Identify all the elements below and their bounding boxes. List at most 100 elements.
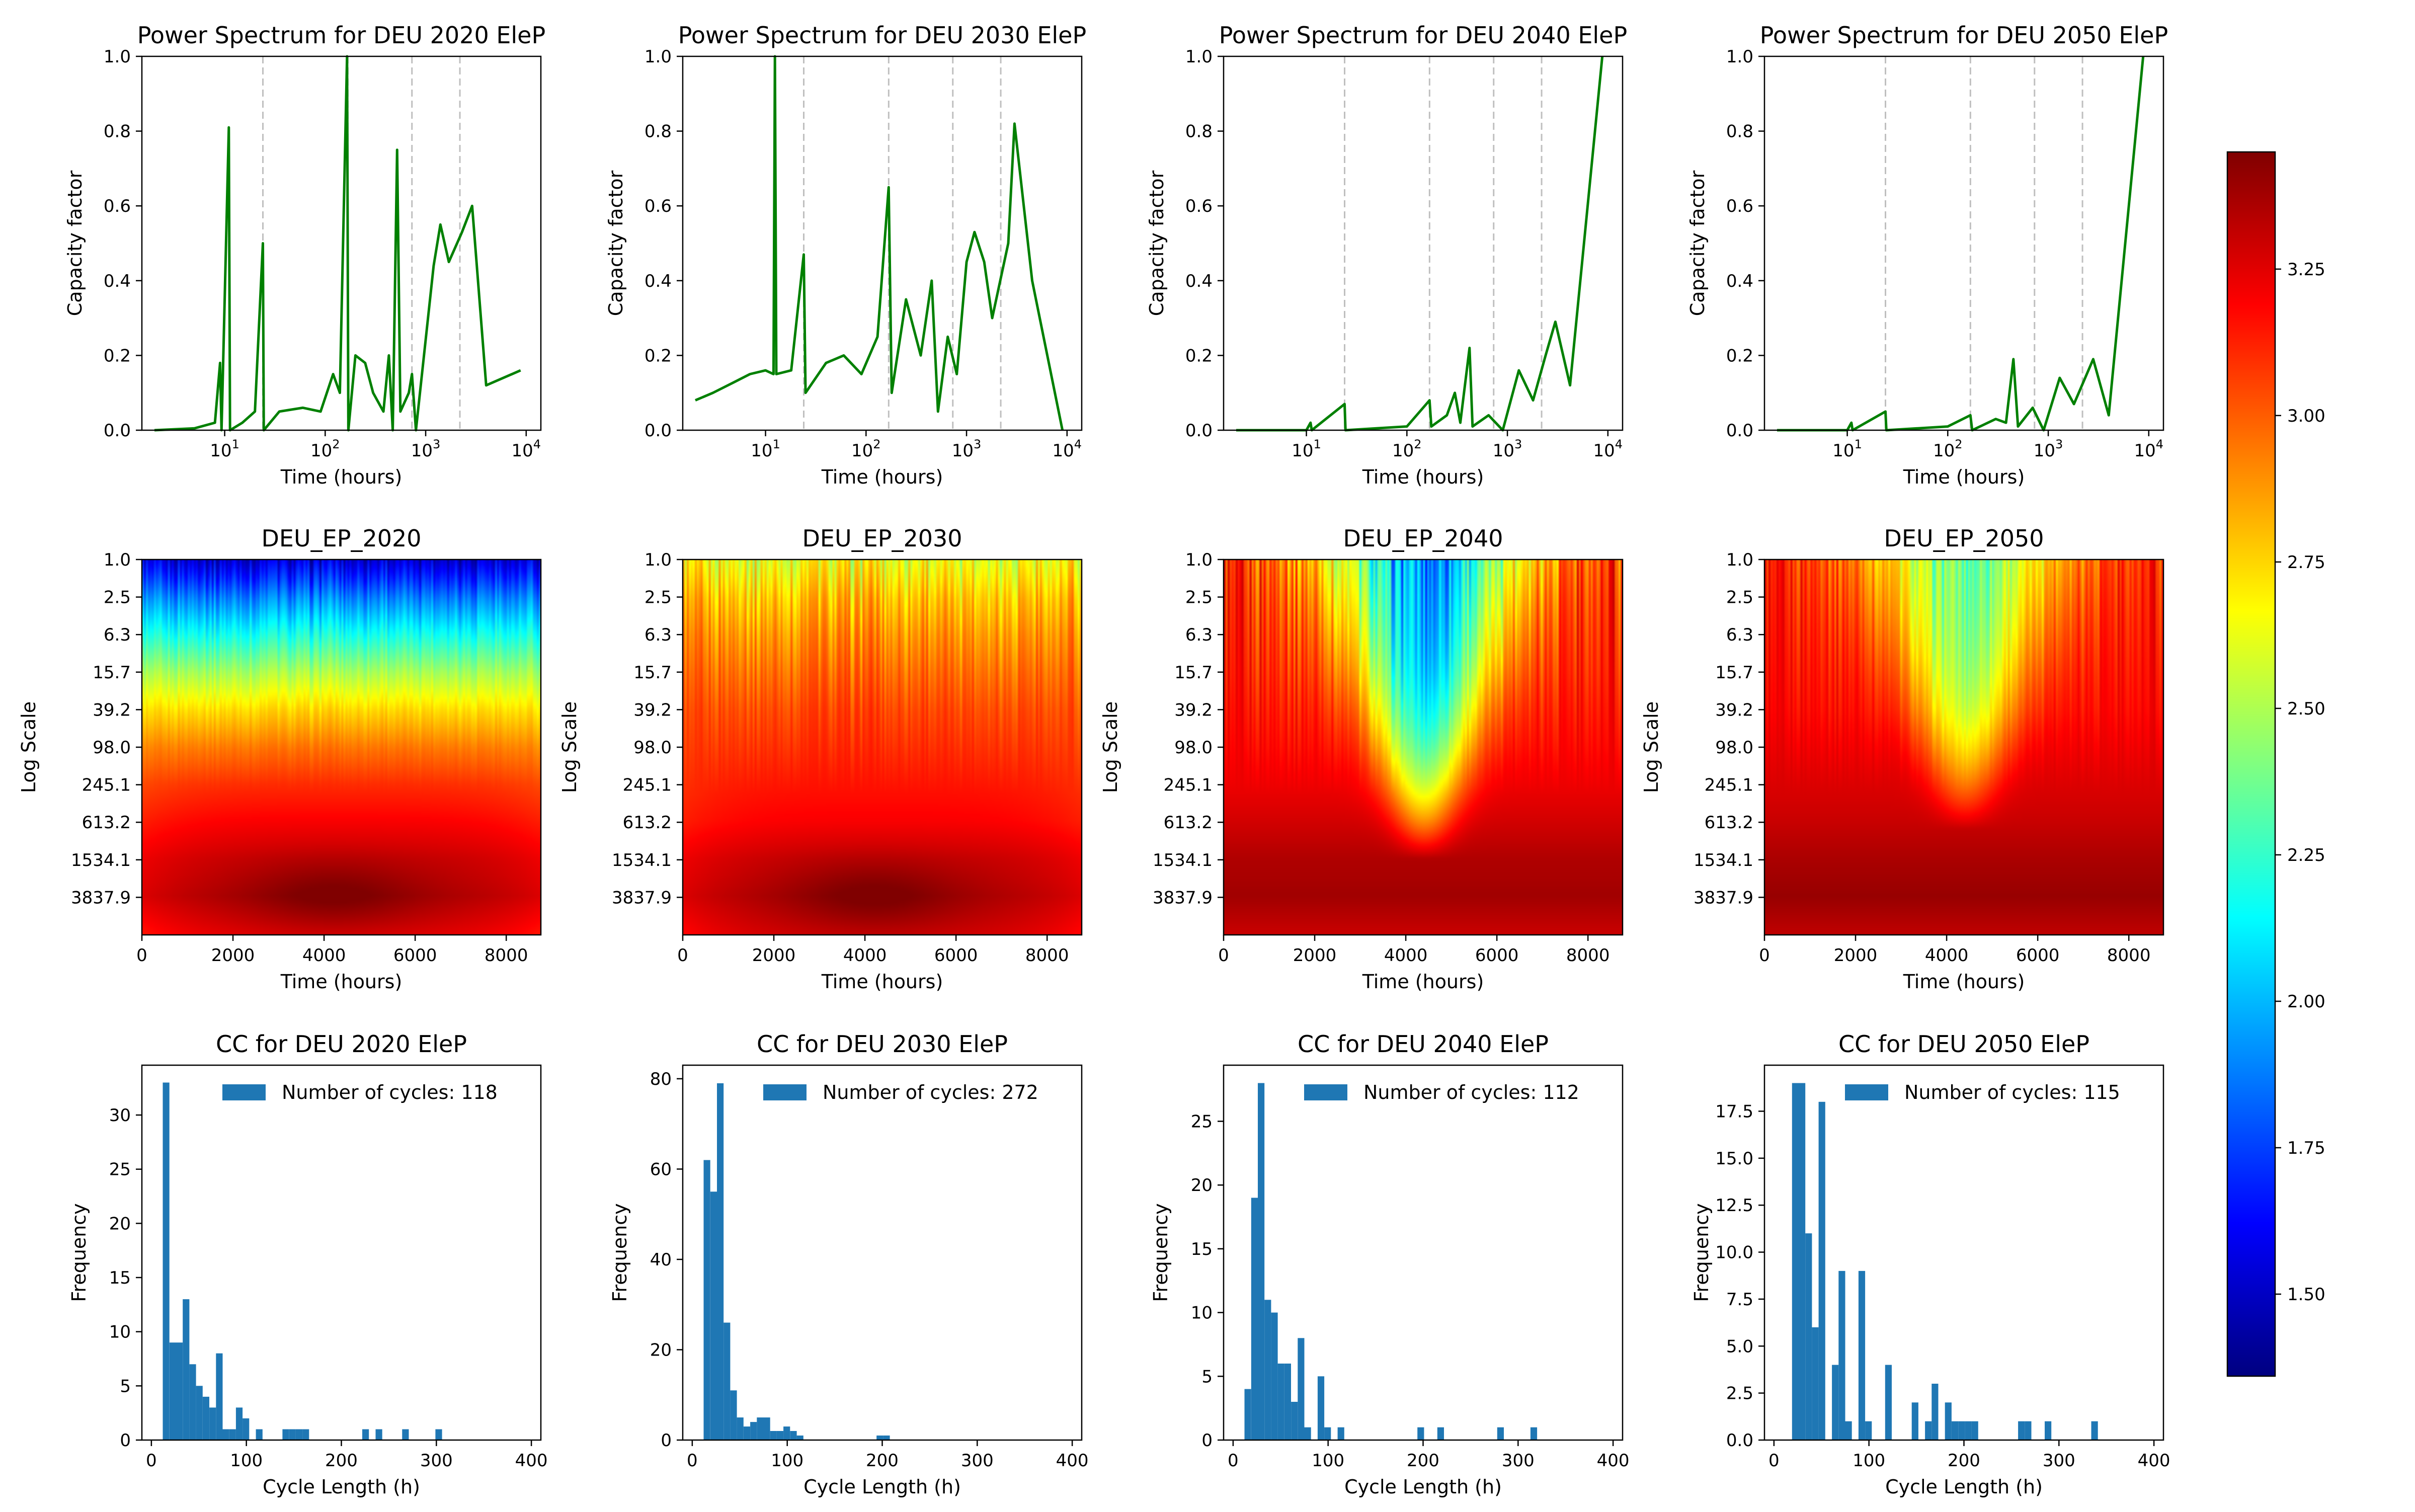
histogram-bar [1324, 1427, 1331, 1440]
histogram-bar [1952, 1421, 1959, 1440]
y-tick-label: 613.2 [1705, 813, 1753, 833]
axes-frame [682, 1064, 1083, 1441]
x-tick-label: 104 [1593, 437, 1623, 461]
y-tick-label: 10.0 [1715, 1243, 1753, 1263]
chart-title: Power Spectrum for DEU 2050 EleP [1760, 22, 2168, 49]
x-tick-label: 103 [411, 437, 441, 461]
axes-frame [141, 55, 542, 431]
histogram-bar [730, 1390, 737, 1440]
y-tick-label: 0.2 [1726, 346, 1753, 366]
y-tick-label: 39.2 [633, 700, 672, 720]
histogram-bar [710, 1191, 717, 1440]
spectrum-line [154, 55, 521, 432]
y-tick-label: 15 [109, 1268, 131, 1288]
y-tick-label: 10 [109, 1322, 131, 1342]
histogram-bar [1317, 1376, 1325, 1440]
x-tick-label: 8000 [1566, 945, 1610, 966]
y-tick-label: 0.4 [1726, 271, 1753, 291]
x-axis-label: Time (hours) [821, 971, 943, 993]
histogram-bar [1244, 1389, 1251, 1440]
y-tick-label: 3837.9 [71, 888, 131, 908]
x-tick-label: 0 [687, 1451, 698, 1471]
histogram-bar [1277, 1364, 1284, 1440]
legend-swatch [763, 1084, 807, 1100]
x-tick-label: 0 [136, 945, 147, 966]
scalogram-panel-2: 0 2000 4000 6000 8000 1.0 2.5 6.3 15.7 39.2 98.0 24… [558, 525, 1083, 993]
x-tick-label: 8000 [1025, 945, 1069, 966]
x-tick-label: 103 [952, 437, 982, 461]
y-tick-label: 2.5 [645, 588, 672, 608]
y-tick-label: 30 [109, 1105, 131, 1126]
y-axis-label: Frequency [609, 1203, 631, 1302]
y-tick-label: 5 [1201, 1367, 1213, 1387]
x-tick-label: 103 [2034, 437, 2063, 461]
y-tick-label: 25 [1191, 1111, 1213, 1132]
x-tick-label: 300 [420, 1451, 453, 1471]
scalogram-panel-3: 0 2000 4000 6000 8000 1.0 2.5 6.3 15.7 39.2 98.0 24… [1099, 525, 1624, 993]
y-tick-label: 6.3 [104, 625, 131, 645]
x-axis-label: Cycle Length (h) [1344, 1476, 1502, 1498]
histogram-bar [783, 1426, 790, 1440]
y-tick-label: 20 [650, 1340, 672, 1360]
y-tick-label: 3837.9 [1694, 888, 1753, 908]
y-tick-label: 1534.1 [612, 850, 672, 870]
histogram-bar [243, 1418, 250, 1440]
histogram-bar [1845, 1421, 1852, 1440]
x-tick-label: 200 [325, 1451, 358, 1471]
x-axis-label: Time (hours) [1362, 466, 1484, 488]
y-tick-label: 3837.9 [612, 888, 672, 908]
y-tick-label: 0.6 [645, 196, 672, 216]
y-tick-label: 1.0 [1726, 47, 1753, 67]
y-tick-label: 0.4 [645, 271, 672, 291]
histogram-bar [2025, 1421, 2032, 1440]
histogram-bar [703, 1160, 710, 1440]
legend: Number of cycles: 118 [222, 1081, 498, 1103]
legend-swatch [222, 1084, 266, 1100]
y-tick-label: 613.2 [1164, 813, 1213, 833]
chart-title: DEU_EP_2050 [1884, 525, 2044, 552]
x-axis-label: Time (hours) [280, 971, 403, 993]
axes-frame [682, 55, 1083, 431]
x-tick-label: 6000 [393, 945, 437, 966]
y-tick-label: 5 [120, 1376, 131, 1396]
histogram-bar [435, 1429, 442, 1440]
y-tick-label: 25 [109, 1160, 131, 1180]
colorbar-tick-label: 2.25 [2287, 845, 2325, 865]
y-tick-label: 15.0 [1715, 1149, 1753, 1169]
y-tick-label: 20 [109, 1214, 131, 1234]
y-axis-label: Frequency [68, 1203, 90, 1302]
chart-title: CC for DEU 2040 EleP [1298, 1030, 1549, 1058]
y-tick-label: 1.0 [104, 550, 131, 570]
legend-label: Number of cycles: 115 [1904, 1081, 2120, 1103]
y-tick-label: 39.2 [1715, 700, 1753, 720]
legend: Number of cycles: 272 [763, 1081, 1038, 1103]
x-tick-label: 2000 [211, 945, 255, 966]
y-tick-label: 1534.1 [1153, 850, 1213, 870]
y-axis-label: Log Scale [1640, 701, 1662, 793]
y-tick-label: 2.5 [104, 588, 131, 608]
y-tick-label: 2.5 [1726, 1384, 1753, 1404]
x-tick-label: 2000 [1834, 945, 1878, 966]
x-tick-label: 8000 [2107, 945, 2151, 966]
y-tick-label: 0.2 [104, 346, 131, 366]
histogram-bar [362, 1429, 369, 1440]
y-tick-label: 6.3 [1185, 625, 1213, 645]
x-axis-label: Cycle Length (h) [263, 1476, 420, 1498]
y-tick-label: 0.0 [645, 421, 672, 441]
histogram-bar [883, 1436, 890, 1440]
y-tick-label: 39.2 [93, 700, 131, 720]
y-tick-label: 6.3 [1726, 625, 1753, 645]
x-tick-label: 400 [515, 1451, 548, 1471]
x-tick-label: 4000 [302, 945, 346, 966]
x-axis-label: Time (hours) [1903, 466, 2025, 488]
y-tick-label: 15.7 [1715, 663, 1753, 683]
y-tick-label: 0.8 [1726, 122, 1753, 142]
x-tick-label: 102 [310, 437, 340, 461]
y-tick-label: 6.3 [645, 625, 672, 645]
histogram-bar [1271, 1312, 1278, 1440]
x-tick-label: 400 [2138, 1451, 2170, 1471]
histogram-bar [1799, 1083, 1806, 1440]
histogram-bar [1818, 1101, 1825, 1440]
x-axis-label: Cycle Length (h) [1885, 1476, 2043, 1498]
